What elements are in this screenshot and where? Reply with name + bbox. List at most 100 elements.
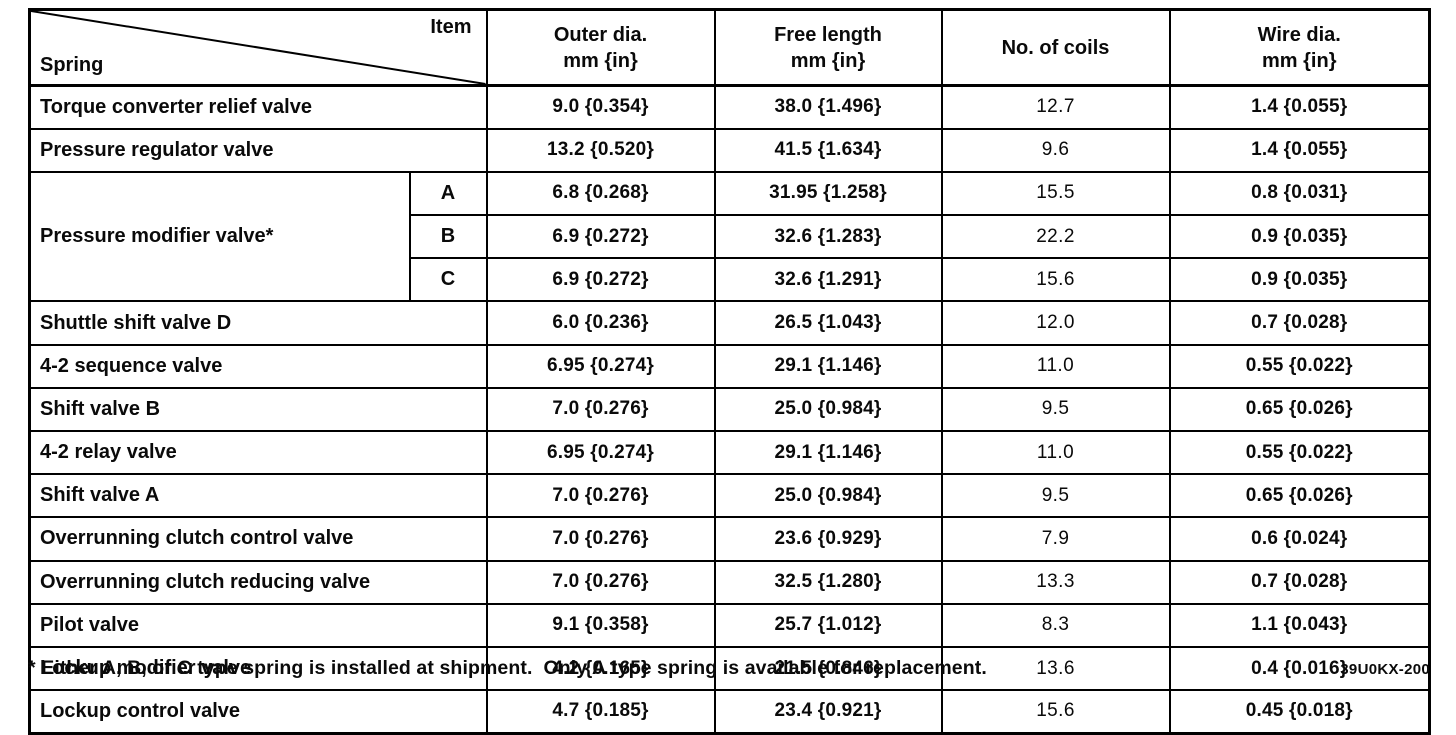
no-of-coils-cell: 12.7 — [940, 84, 1171, 130]
item-type-cell: A — [408, 170, 488, 217]
table-row: Lockup modifier valve 4.2 {0.165} 21.5 {0.… — [28, 645, 1431, 692]
free-length-cell: 32.6 {1.291} — [713, 257, 943, 303]
free-length-cell: 26.5 {1.043} — [713, 300, 943, 346]
column-title: Free length — [774, 23, 882, 46]
outer-dia-cell: 9.0 {0.354} — [485, 84, 716, 130]
spring-name-cell: Shift valve A — [28, 473, 488, 519]
spec-table-body: Torque converter relief valve 9.0 {0.354}… — [28, 84, 1431, 735]
spring-name-cell: Shift valve B — [28, 386, 488, 433]
no-of-coils-cell: 7.9 — [940, 516, 1171, 562]
wire-dia-cell: 0.9 {0.035} — [1168, 214, 1431, 260]
header-row: Item Spring Outer dia. mm {in} Free leng… — [28, 8, 1431, 87]
no-of-coils-cell: 11.0 — [940, 343, 1171, 389]
wire-dia-cell: 0.7 {0.028} — [1168, 559, 1431, 605]
spring-name-cell: Pressure modifier valve* — [28, 170, 411, 303]
outer-dia-cell: 7.0 {0.276} — [485, 516, 716, 562]
free-length-cell: 25.0 {0.984} — [713, 473, 943, 519]
spring-name-cell: Pilot valve — [28, 602, 488, 648]
outer-dia-cell: 6.8 {0.268} — [485, 170, 716, 217]
free-length-cell: 31.95 {1.258} — [713, 170, 943, 217]
free-length-cell: 29.1 {1.146} — [713, 429, 943, 476]
free-length-cell: 29.1 {1.146} — [713, 343, 943, 389]
footnote-text: * Either A, B, or C type spring is insta… — [28, 657, 987, 679]
table-row: Shift valve B 7.0 {0.276} 25.0 {0.984} 9.5 0… — [28, 386, 1431, 433]
wire-dia-cell: 0.9 {0.035} — [1168, 257, 1431, 303]
free-length-cell: 25.0 {0.984} — [713, 386, 943, 433]
no-of-coils-cell: 22.2 — [940, 214, 1171, 260]
free-length-cell: 32.5 {1.280} — [713, 559, 943, 605]
outer-dia-cell: 6.95 {0.274} — [485, 429, 716, 476]
table-row: 4-2 sequence valve 6.95 {0.274} 29.1 {1.14… — [28, 343, 1431, 389]
no-of-coils-cell: 13.3 — [940, 559, 1171, 605]
no-of-coils-cell: 15.6 — [940, 257, 1171, 303]
table-row: Pressure regulator valve 13.2 {0.520} 41.5… — [28, 127, 1431, 173]
no-of-coils-cell: 11.0 — [940, 429, 1171, 476]
outer-dia-cell: 7.0 {0.276} — [485, 386, 716, 433]
spring-name-cell: 4-2 relay valve — [28, 429, 488, 476]
wire-dia-cell: 0.65 {0.026} — [1168, 386, 1431, 433]
column-header-free-length: Free length mm {in} — [713, 8, 943, 87]
figure-code: 39U0KX-200 — [1340, 661, 1430, 678]
wire-dia-cell: 0.6 {0.024} — [1168, 516, 1431, 562]
table-row: Overrunning clutch reducing valve 7.0 {0.… — [28, 559, 1431, 605]
table-row: Torque converter relief valve 9.0 {0.354}… — [28, 84, 1431, 130]
wire-dia-cell: 0.45 {0.018} — [1168, 689, 1431, 735]
wire-dia-cell: 0.55 {0.022} — [1168, 429, 1431, 476]
table-row: Shift valve A 7.0 {0.276} 25.0 {0.984} 9.5 0… — [28, 473, 1431, 519]
spring-name-cell: Overrunning clutch reducing valve — [28, 559, 488, 605]
spring-name-cell: Overrunning clutch control valve — [28, 516, 488, 562]
table-row: B 6.9 {0.272} 32.6 {1.283} 22.2 0.9 {0.035} — [30, 214, 1431, 260]
spring-name-cell: 4-2 sequence valve — [28, 343, 488, 389]
outer-dia-cell: 4.2 {0.165} — [485, 645, 716, 692]
free-length-cell: 23.4 {0.921} — [713, 689, 943, 735]
diagonal-divider-line — [31, 11, 486, 84]
column-header-outer-dia: Outer dia. mm {in} — [485, 8, 716, 87]
wire-dia-cell: 0.8 {0.031} — [1168, 170, 1431, 217]
table-row: Pressure modifier valve* A 6.8 {0.268} 31.9… — [28, 170, 1431, 303]
column-unit: mm {in} — [563, 49, 638, 72]
wire-dia-cell: 0.65 {0.026} — [1168, 473, 1431, 519]
no-of-coils-cell: 12.0 — [940, 300, 1171, 346]
outer-dia-cell: 6.9 {0.272} — [485, 257, 716, 303]
table-row: Overrunning clutch control valve 7.0 {0.2… — [28, 516, 1431, 562]
column-title: No. of coils — [1001, 36, 1110, 59]
spring-header-label: Spring — [40, 54, 104, 76]
no-of-coils-cell: 13.6 — [940, 645, 1171, 692]
spring-spec-table: Item Spring Outer dia. mm {in} Free leng… — [28, 8, 1431, 735]
free-length-cell: 38.0 {1.496} — [713, 84, 943, 130]
spring-name-cell: Pressure regulator valve — [28, 127, 488, 173]
item-header-label: Item — [430, 16, 472, 38]
column-title: Wire dia. — [1257, 23, 1341, 46]
outer-dia-cell: 7.0 {0.276} — [485, 559, 716, 605]
wire-dia-cell: 0.4 {0.016} — [1168, 645, 1431, 692]
column-unit: mm {in} — [790, 49, 866, 72]
spring-name-cell: Torque converter relief valve — [28, 84, 488, 130]
outer-dia-cell: 9.1 {0.358} — [485, 602, 716, 648]
table-row: Pilot valve 9.1 {0.358} 25.7 {1.012} 8.3 1.1… — [28, 602, 1431, 648]
spring-name-cell: Lockup modifier valve — [28, 645, 488, 692]
column-header-no-of-coils: No. of coils — [940, 8, 1171, 87]
table-row: C 6.9 {0.272} 32.6 {1.291} 15.6 0.9 {0.035} — [30, 257, 1431, 303]
free-length-cell: 32.6 {1.283} — [713, 214, 943, 260]
outer-dia-cell: 7.0 {0.276} — [485, 473, 716, 519]
outer-dia-cell: 6.95 {0.274} — [485, 343, 716, 389]
no-of-coils-cell: 9.5 — [940, 473, 1171, 519]
table-row: Lockup control valve 4.7 {0.185} 23.4 {0.9… — [28, 689, 1431, 735]
outer-dia-cell: 4.7 {0.185} — [485, 689, 716, 735]
spring-name-cell: Lockup control valve — [28, 689, 488, 735]
free-length-cell: 23.6 {0.929} — [713, 516, 943, 562]
column-unit: mm {in} — [1262, 49, 1337, 72]
column-header-wire-dia: Wire dia. mm {in} — [1168, 8, 1431, 87]
item-type-cell: C — [408, 257, 488, 303]
outer-dia-cell: 6.9 {0.272} — [485, 214, 716, 260]
no-of-coils-cell: 9.5 — [940, 386, 1171, 433]
wire-dia-cell: 1.1 {0.043} — [1168, 602, 1431, 648]
table-row: Shuttle shift valve D 6.0 {0.236} 26.5 {1.… — [28, 300, 1431, 346]
outer-dia-cell: 6.0 {0.236} — [485, 300, 716, 346]
spring-name-cell: Shuttle shift valve D — [28, 300, 488, 346]
column-title: Outer dia. — [553, 23, 648, 46]
wire-dia-cell: 0.55 {0.022} — [1168, 343, 1431, 389]
wire-dia-cell: 0.7 {0.028} — [1168, 300, 1431, 346]
wire-dia-cell: 1.4 {0.055} — [1168, 127, 1431, 173]
free-length-cell: 25.7 {1.012} — [713, 602, 943, 648]
